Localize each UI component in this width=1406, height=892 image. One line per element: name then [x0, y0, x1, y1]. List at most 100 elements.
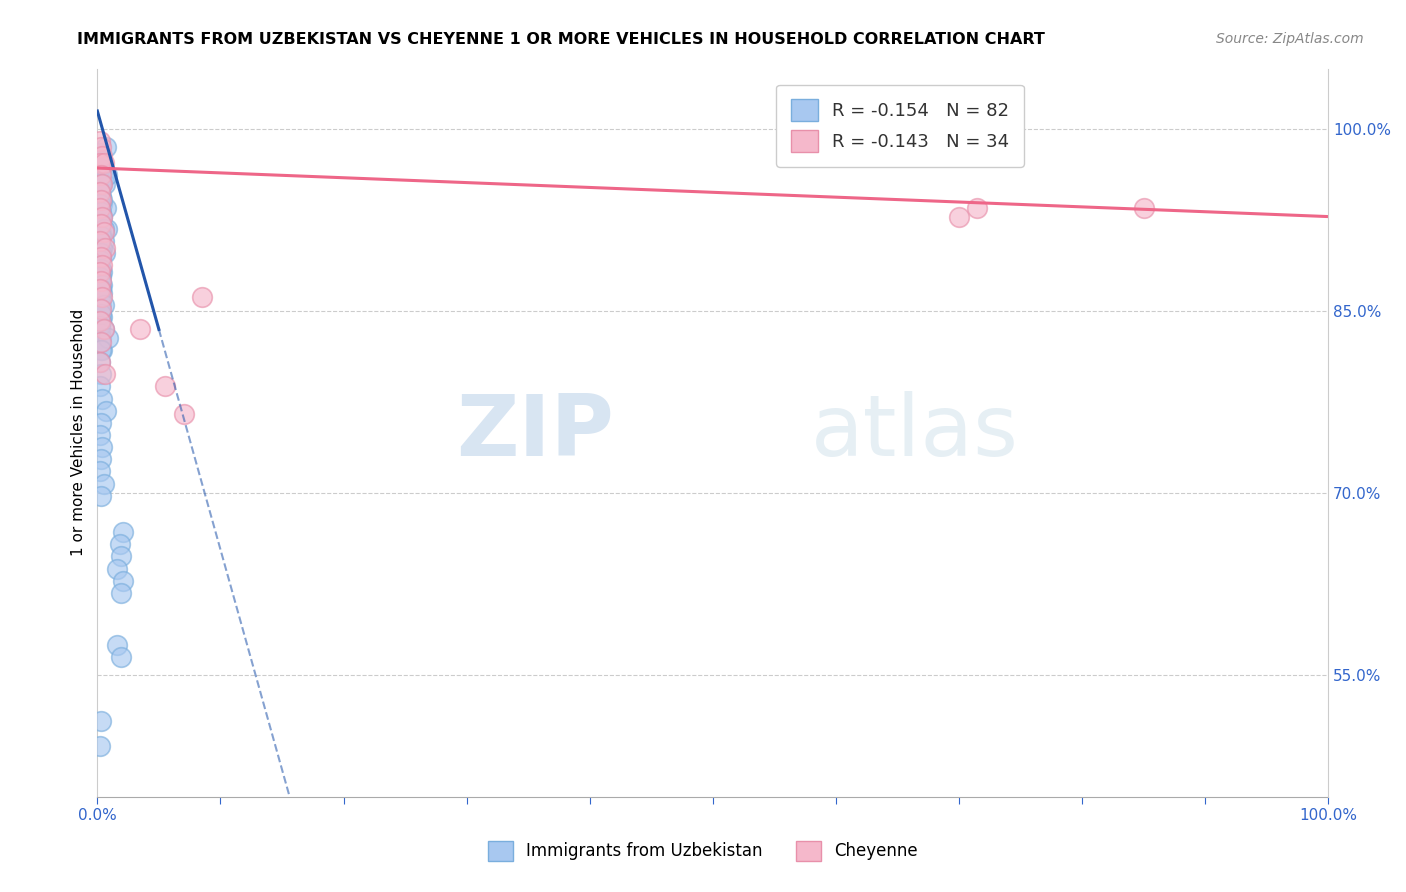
Point: [91, 210, 114, 224]
Point: [89, 193, 111, 207]
Point: [89, 428, 111, 442]
Point: [90, 169, 112, 183]
Point: [91, 392, 114, 406]
Point: [91, 149, 114, 163]
Point: [89, 253, 111, 268]
Point: [89, 237, 111, 252]
Point: [91, 177, 114, 191]
Point: [90, 331, 112, 345]
Point: [90, 274, 112, 288]
Point: [91, 177, 114, 191]
Point: [89, 334, 111, 349]
Point: [89, 274, 111, 288]
Point: [89, 290, 111, 304]
Point: [94, 403, 117, 417]
Point: [91, 277, 114, 292]
Point: [93, 170, 115, 185]
Point: [90, 270, 112, 285]
Point: [89, 301, 111, 316]
Text: IMMIGRANTS FROM UZBEKISTAN VS CHEYENNE 1 OR MORE VEHICLES IN HOUSEHOLD CORRELATI: IMMIGRANTS FROM UZBEKISTAN VS CHEYENNE 1…: [77, 32, 1045, 47]
Point: [90, 416, 112, 430]
Point: [89, 465, 111, 479]
Point: [89, 156, 111, 170]
Point: [93, 322, 115, 336]
Point: [89, 201, 111, 215]
Point: [89, 186, 111, 200]
Point: [90, 159, 112, 173]
Point: [90, 714, 112, 729]
Point: [91, 286, 114, 301]
Point: [91, 290, 114, 304]
Point: [90, 193, 112, 207]
Point: [90, 250, 112, 264]
Point: [93, 476, 115, 491]
Point: [89, 261, 111, 276]
Point: [90, 210, 112, 224]
Point: [105, 561, 128, 575]
Point: [90, 246, 112, 260]
Text: ZIP: ZIP: [457, 391, 614, 474]
Point: [110, 650, 132, 665]
Point: [89, 379, 111, 393]
Point: [90, 189, 112, 203]
Point: [94, 140, 117, 154]
Point: [91, 310, 114, 325]
Point: [89, 134, 111, 148]
Point: [89, 186, 111, 200]
Point: [89, 318, 111, 333]
Point: [110, 549, 132, 564]
Point: [91, 241, 114, 255]
Point: [90, 489, 112, 503]
Point: [90, 334, 112, 349]
Point: [94, 201, 117, 215]
Point: [89, 213, 111, 227]
Point: [90, 343, 112, 357]
Point: [89, 739, 111, 753]
Point: [90, 217, 112, 231]
Point: [90, 452, 112, 467]
Point: [93, 234, 115, 248]
Point: [966, 201, 988, 215]
Point: [191, 290, 214, 304]
Point: [90, 298, 112, 312]
Point: [91, 193, 114, 207]
Point: [90, 153, 112, 167]
Legend: Immigrants from Uzbekistan, Cheyenne: Immigrants from Uzbekistan, Cheyenne: [481, 834, 925, 868]
Point: [93, 298, 115, 312]
Point: [89, 146, 111, 161]
Point: [89, 282, 111, 296]
Point: [112, 525, 135, 540]
Point: [105, 638, 128, 652]
Point: [89, 326, 111, 340]
Point: [93, 241, 115, 255]
Point: [90, 204, 112, 219]
Point: [1132, 201, 1154, 215]
Point: [89, 161, 111, 175]
Point: [91, 197, 114, 211]
Point: [93, 225, 115, 239]
Point: [89, 290, 111, 304]
Point: [96, 169, 118, 183]
Point: [90, 177, 112, 191]
Point: [93, 246, 115, 260]
Point: [90, 307, 112, 321]
Point: [89, 234, 111, 248]
Point: [93, 177, 115, 191]
Point: [129, 322, 152, 336]
Point: [90, 140, 112, 154]
Legend: R = -0.154   N = 82, R = -0.143   N = 34: R = -0.154 N = 82, R = -0.143 N = 34: [776, 85, 1024, 167]
Point: [89, 355, 111, 369]
Point: [90, 314, 112, 328]
Point: [93, 221, 115, 235]
Point: [173, 408, 195, 422]
Point: [93, 156, 115, 170]
Point: [97, 331, 120, 345]
Point: [89, 234, 111, 248]
Point: [948, 210, 970, 224]
Point: [112, 574, 135, 588]
Point: [90, 301, 112, 316]
Point: [93, 368, 115, 382]
Point: [91, 343, 114, 357]
Y-axis label: 1 or more Vehicles in Household: 1 or more Vehicles in Household: [72, 309, 86, 557]
Point: [89, 265, 111, 279]
